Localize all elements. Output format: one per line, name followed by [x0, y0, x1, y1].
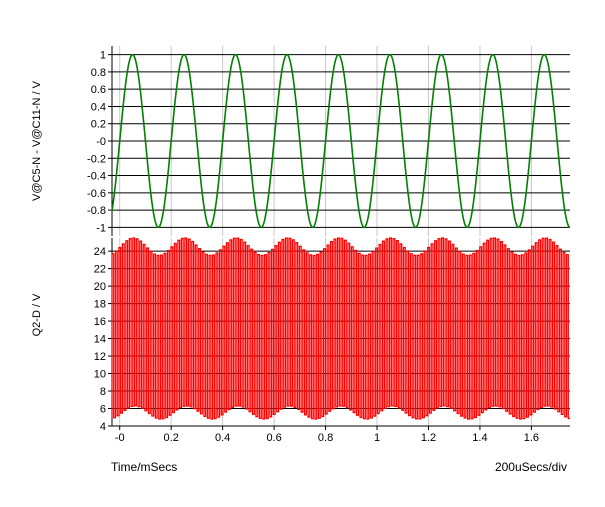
y-tick-label: 8 — [100, 386, 106, 398]
y-tick-label: 24 — [94, 246, 106, 258]
y-axis-label-top: V@C5-N - V@C11-N / V — [31, 80, 43, 201]
y-tick-label: 0.4 — [91, 101, 106, 113]
y-tick-label: 0.8 — [91, 67, 106, 79]
y-tick-label: -0.6 — [87, 188, 106, 200]
y-axis-label-bottom: Q2-D / V — [31, 293, 43, 336]
y-tick-label: -0.2 — [87, 153, 106, 165]
q2-drain-panel: 24 22 20 18 16 14 12 10 8 6 4 — [94, 237, 570, 433]
y-tick-label: 6 — [100, 404, 106, 416]
y-tick-label: 12 — [94, 351, 106, 363]
x-tick-label: 1 — [374, 432, 380, 444]
y-tick-label: 14 — [94, 334, 106, 346]
y-tick-label: 0.2 — [91, 119, 106, 131]
y-tick-label: 18 — [94, 299, 106, 311]
x-tick-label: -0 — [115, 432, 125, 444]
y-tick-label: -0.8 — [87, 205, 106, 217]
y-tick-label: 4 — [100, 421, 106, 433]
x-tick-label: 1.4 — [472, 432, 487, 444]
time-per-division-label: 200uSecs/div — [494, 460, 567, 474]
y-tick-label: 1 — [100, 50, 106, 62]
time-axis: -0 0.2 0.4 0.6 0.8 1 1.2 1.4 1.6 — [112, 425, 570, 444]
x-tick-label: 0.6 — [266, 432, 281, 444]
x-tick-label: 0.2 — [164, 432, 179, 444]
y-tick-label: 16 — [94, 316, 106, 328]
y-tick-label: 0.6 — [91, 84, 106, 96]
voltage-difference-panel: 1 0.8 0.6 0.4 0.2 -0 -0.2 -0.4 -0.6 -0.8 -1 — [87, 46, 571, 236]
y-tick-label: 10 — [94, 369, 106, 381]
y-tick-label: 22 — [94, 264, 106, 276]
x-tick-label: 0.4 — [215, 432, 230, 444]
x-axis-title: Time/mSecs — [111, 460, 178, 474]
y-tick-label: 20 — [94, 281, 106, 293]
y-tick-label: -0 — [96, 136, 106, 148]
sine-trace — [111, 53, 571, 229]
x-tick-label: 1.6 — [524, 432, 539, 444]
y-tick-label: -0.4 — [87, 171, 106, 183]
x-tick-label: 0.8 — [318, 432, 333, 444]
switching-trace — [111, 237, 570, 420]
y-tick-label: -1 — [96, 222, 106, 234]
x-tick-label: 1.2 — [421, 432, 436, 444]
